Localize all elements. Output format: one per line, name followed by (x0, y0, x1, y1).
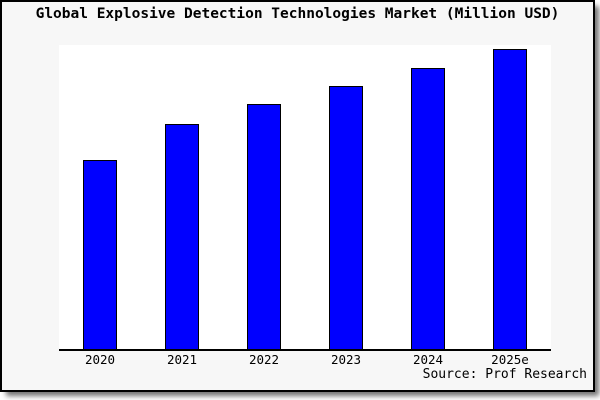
plot-area (59, 45, 551, 351)
bar-2022 (247, 104, 281, 349)
x-tick-label-2023: 2023 (330, 352, 362, 367)
bar-2021 (165, 124, 199, 349)
source-credit: Source: Prof Research (422, 367, 587, 382)
x-tick-label-2021: 2021 (166, 352, 198, 367)
x-tick-label-2025e: 2025e (491, 352, 529, 367)
bar-2020 (83, 160, 117, 349)
bar-2024 (411, 68, 445, 349)
x-tick-label-2020: 2020 (84, 352, 116, 367)
x-axis-line (59, 349, 551, 351)
x-tick-label-2022: 2022 (248, 352, 280, 367)
x-tick-label-2024: 2024 (412, 352, 444, 367)
bar-2023 (329, 86, 363, 349)
chart-title: Global Explosive Detection Technologies … (35, 6, 560, 22)
bar-2025e (493, 49, 527, 349)
